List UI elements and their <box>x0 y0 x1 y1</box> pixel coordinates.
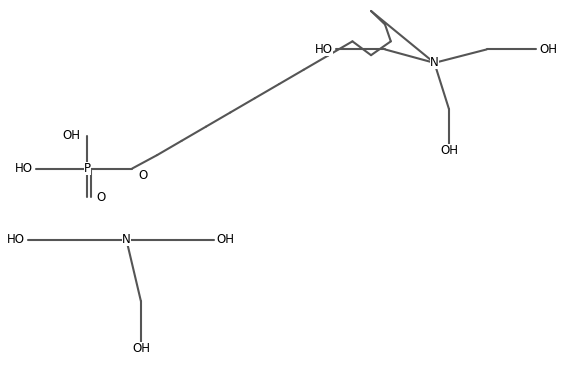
Text: HO: HO <box>6 233 25 246</box>
Text: HO: HO <box>15 162 33 175</box>
Text: O: O <box>96 191 105 204</box>
Text: O: O <box>138 169 147 182</box>
Text: OH: OH <box>539 43 557 56</box>
Text: P: P <box>84 162 91 175</box>
Text: OH: OH <box>440 144 458 157</box>
Text: OH: OH <box>132 342 150 355</box>
Text: OH: OH <box>217 233 234 246</box>
Text: OH: OH <box>62 129 81 142</box>
Text: N: N <box>430 57 439 69</box>
Text: N: N <box>122 233 131 246</box>
Text: HO: HO <box>315 43 333 56</box>
